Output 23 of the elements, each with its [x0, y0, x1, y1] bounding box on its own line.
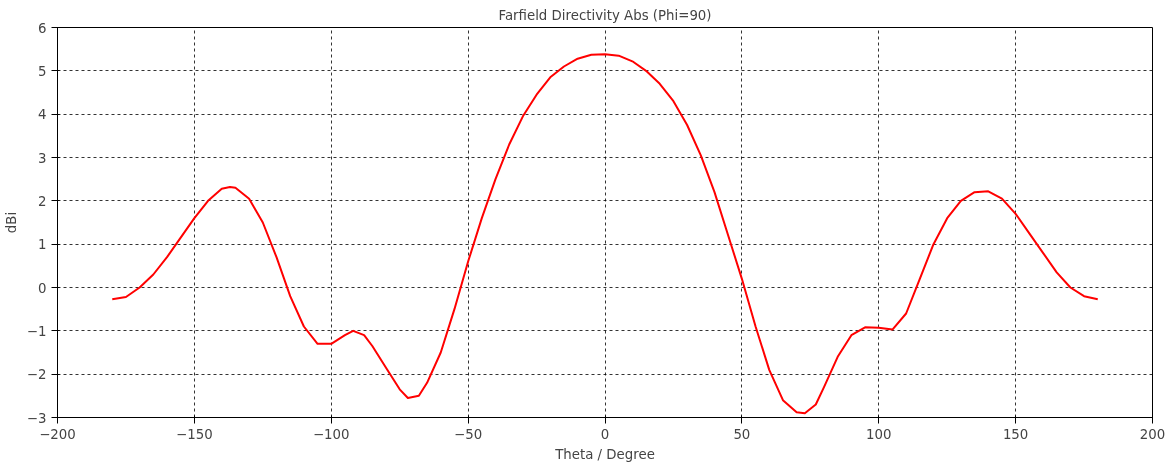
y-tick-label: 2 [38, 193, 47, 209]
line-series [111, 53, 1099, 415]
y-tick-label: 5 [38, 63, 47, 79]
x-tick-label: −50 [454, 426, 483, 442]
y-tick-label: −1 [26, 323, 47, 339]
y-tick-label: 0 [38, 280, 47, 296]
x-axis-title: Theta / Degree [554, 446, 655, 462]
y-axis-title: dBi [3, 211, 19, 234]
y-tick-label: 1 [38, 237, 47, 253]
x-tick-label: 50 [733, 426, 751, 442]
x-tick-label: −150 [176, 426, 213, 442]
x-tick-label: 0 [600, 426, 610, 442]
chart-title: Farfield Directivity Abs (Phi=90) [498, 7, 712, 23]
x-tick-label: 150 [1002, 426, 1029, 442]
x-tick-label: 200 [1139, 426, 1166, 442]
x-tick-label: −200 [39, 426, 76, 442]
y-tick-label: −3 [26, 410, 47, 426]
y-tick-label: 4 [38, 107, 47, 123]
y-tick-label: −2 [26, 367, 47, 383]
x-tick-label: −100 [312, 426, 350, 442]
y-tick-label: 6 [38, 20, 47, 36]
x-tick-label: 100 [866, 426, 892, 442]
y-tick-label: 3 [38, 150, 47, 166]
